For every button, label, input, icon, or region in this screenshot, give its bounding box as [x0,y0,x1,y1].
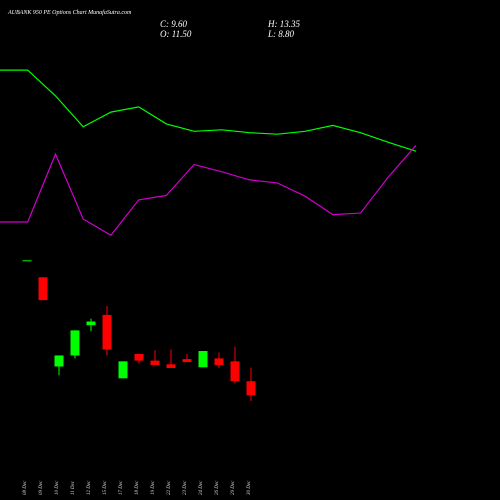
candle-body [198,351,208,368]
x-tick-label: 22 Dec [167,480,172,495]
candle-body [22,260,32,262]
x-tick-label: 24 Dec [199,480,204,495]
x-tick-label: 19 Dec [151,480,156,495]
indicator-line [0,69,417,152]
x-tick-label: 23 Dec [183,480,188,495]
x-tick-label: 29 Dec [231,480,236,495]
candle-body [118,361,128,379]
header-open: O: 11.50 [160,29,192,39]
header-close: C: 9.60 [160,19,188,29]
candle-body [150,360,160,366]
candle-body [182,359,192,363]
x-tick-label: 11 Dec [71,480,76,495]
candle-body [246,381,256,396]
candle-body [54,355,64,367]
x-tick-label: 15 Dec [103,480,108,495]
candle-body [70,330,80,356]
candle-body [38,277,48,301]
x-tick-label: 10 Dec [55,480,60,495]
candle-body [166,364,176,368]
candle-body [230,361,240,382]
chart-title: AUBANK 950 PE Options Chart MunafaSutra.… [7,9,132,16]
x-tick-label: 17 Dec [119,480,124,495]
candle-body [134,353,144,361]
header-low: L: 8.80 [267,29,295,39]
header-high: H: 13.35 [267,19,300,29]
x-tick-label: 30 Dec [247,480,252,495]
x-tick-label: 09 Dec [39,480,44,495]
x-tick-label: 26 Dec [215,480,220,495]
x-tick-label: 08 Dec [23,480,28,495]
x-tick-label: 12 Dec [87,480,92,495]
candle-body [214,358,224,366]
indicator-line [0,144,417,237]
x-tick-label: 18 Dec [135,480,140,495]
candle-body [86,321,96,326]
candle-body [102,314,112,350]
